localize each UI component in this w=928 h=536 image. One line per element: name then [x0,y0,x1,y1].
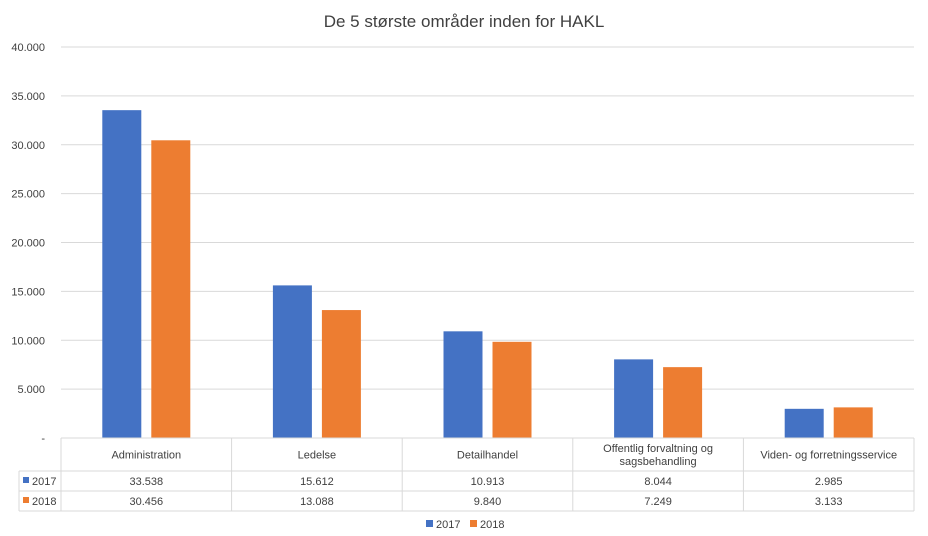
y-axis-tick-labels: - 5.000 10.000 15.000 20.000 25.000 30.000 35.0… [11,42,45,445]
legend-label: 2018 [480,519,504,531]
category-label: Detailhandel [457,450,518,462]
bar-2018 [833,407,873,438]
category-label: sagsbehandling [620,456,697,468]
y-tick-label: 25.000 [11,189,45,201]
bar-2018 [321,310,361,438]
data-label: 3.133 [815,496,843,508]
bar-2018 [663,367,703,438]
bar-2018 [151,140,191,438]
table-legend-key-2018 [23,497,29,503]
category-label: Offentlig forvaltning og [603,443,713,455]
bar-2017 [102,110,142,438]
data-label: 2.985 [815,476,843,488]
data-table: Administration Ledelse Detailhandel Offentl… [18,437,915,512]
chart-title: De 5 største områder inden for HAKL [324,12,605,31]
y-tick-label: 5.000 [17,384,45,396]
table-series-name: 2018 [32,496,56,508]
data-label: 9.840 [474,496,502,508]
bar-2017 [443,331,483,438]
bar-2017 [272,285,312,438]
y-tick-label: 30.000 [11,140,45,152]
legend: 2017 2018 [426,519,504,531]
y-tick-label: 35.000 [11,91,45,103]
table-legend-key-2017 [23,477,29,483]
y-tick-label: - [41,433,45,445]
category-label: Viden- og forretningsservice [760,450,897,462]
legend-key-2018 [470,520,477,527]
category-label: Ledelse [298,450,337,462]
data-label: 15.612 [300,476,334,488]
category-label: Administration [111,450,181,462]
legend-label: 2017 [436,519,460,531]
data-label: 10.913 [471,476,505,488]
data-label: 33.538 [129,476,163,488]
y-tick-label: 20.000 [11,238,45,250]
bar-2018 [492,341,532,438]
table-series-name: 2017 [32,476,56,488]
bar-2017 [784,408,824,438]
gridlines [61,46,914,390]
bars [102,110,873,438]
data-label: 13.088 [300,496,334,508]
data-label: 7.249 [644,496,672,508]
data-label: 30.456 [129,496,163,508]
y-tick-label: 15.000 [11,286,45,298]
data-label: 8.044 [644,476,672,488]
legend-key-2017 [426,520,433,527]
y-tick-label: 10.000 [11,335,45,347]
y-tick-label: 40.000 [11,42,45,54]
bar-2017 [614,359,654,438]
